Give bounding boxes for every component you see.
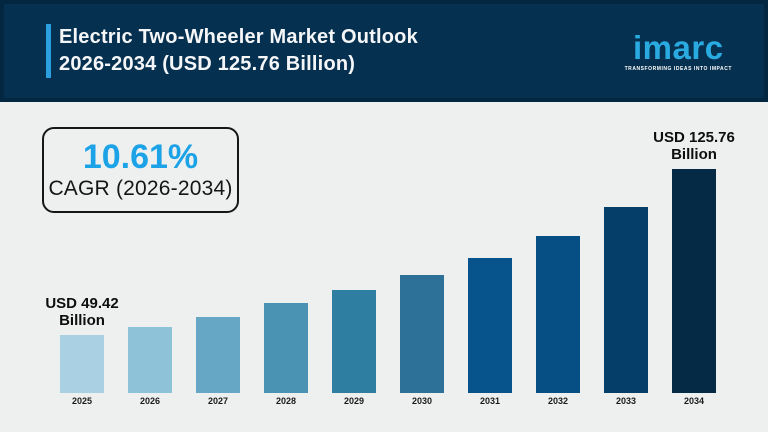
bar-column-2027: 2027: [196, 168, 240, 410]
imarc-logo-tagline: TRANSFORMING IDEAS INTO IMPACT: [624, 65, 732, 72]
page-title-line-1: Electric Two-Wheeler Market Outlook: [59, 26, 418, 48]
x-tick-2029: 2029: [343, 396, 365, 406]
bar-column-2033: 2033: [604, 168, 648, 410]
data-label-line: USD 49.42: [45, 295, 119, 312]
cagr-value: 10.61%: [82, 138, 199, 176]
bar-column-2025: USD 49.42 Billion 2025: [45, 168, 118, 410]
bar-2033: [604, 207, 648, 393]
x-tick-2026: 2026: [139, 396, 161, 406]
data-label-2025: USD 49.42 Billion: [45, 295, 118, 329]
x-tick-2030: 2030: [411, 396, 433, 406]
bar-2034: [672, 169, 716, 393]
data-label-line: Billion: [59, 312, 105, 329]
imarc-logo-wordmark: imarc: [633, 28, 724, 66]
x-tick-2032: 2032: [547, 396, 569, 406]
bar-2030: [400, 275, 444, 393]
data-label-line: Billion: [671, 146, 717, 163]
bar-2025: [60, 335, 104, 393]
bar-2026: [128, 327, 172, 393]
x-tick-2033: 2033: [615, 396, 637, 406]
bar-2031: [468, 258, 512, 393]
x-tick-2027: 2027: [207, 396, 229, 406]
bar-2028: [264, 303, 308, 393]
bar-column-2031: 2031: [468, 168, 512, 410]
bar-column-2029: 2029: [332, 168, 376, 410]
header: Electric Two-Wheeler Market Outlook 2026…: [0, 0, 768, 102]
bar-2032: [536, 236, 580, 393]
bar-column-2028: 2028: [264, 168, 308, 410]
x-tick-2034: 2034: [683, 396, 705, 406]
x-tick-2028: 2028: [275, 396, 297, 406]
title-block: Electric Two-Wheeler Market Outlook 2026…: [46, 24, 418, 78]
page-title: Electric Two-Wheeler Market Outlook 2026…: [59, 24, 418, 78]
x-tick-2031: 2031: [479, 396, 501, 406]
bar-2027: [196, 317, 240, 393]
bar-column-2026: 2026: [128, 168, 172, 410]
bar-column-2034: USD 125.76 Billion 2034: [653, 129, 735, 410]
cagr-box: 10.61% CAGR (2026-2034): [42, 127, 239, 213]
title-accent-bar: [46, 24, 51, 78]
page-title-line-2: 2026-2034 (USD 125.76 Billion): [59, 53, 356, 75]
bar-column-2032: 2032: [536, 168, 580, 410]
bar-chart: USD 49.42 Billion 2025 2026 2027 2028 2029 2030…: [45, 129, 735, 410]
imarc-logo: imarc TRANSFORMING IDEAS INTO IMPACT: [625, 31, 732, 72]
bar-2029: [332, 290, 376, 393]
cagr-label: CAGR (2026-2034): [48, 177, 233, 200]
data-label-2034: USD 125.76 Billion: [653, 129, 735, 163]
bar-chart-columns: USD 49.42 Billion 2025 2026 2027 2028 2029 2030…: [45, 129, 735, 410]
x-tick-2025: 2025: [71, 396, 93, 406]
bar-column-2030: 2030: [400, 168, 444, 410]
data-label-line: USD 125.76: [653, 129, 735, 146]
